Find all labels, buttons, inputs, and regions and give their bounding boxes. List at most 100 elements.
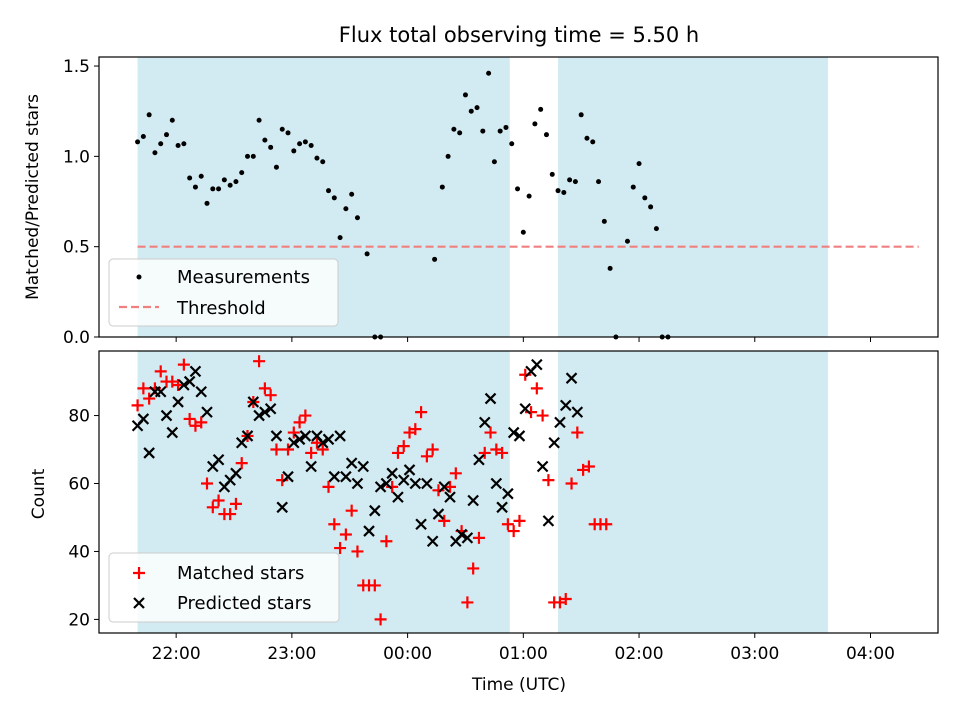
chart-title: Flux total observing time = 5.50 h xyxy=(339,23,699,47)
measurement-point xyxy=(354,215,360,221)
matched-star-point xyxy=(467,562,480,575)
matched-star-point xyxy=(374,613,387,626)
matched-star-point xyxy=(519,368,532,381)
matched-star-point xyxy=(258,382,271,395)
predicted-star-point xyxy=(357,460,370,473)
measurement-point xyxy=(526,193,532,199)
measurement-point xyxy=(245,153,251,159)
matched-star-point xyxy=(478,446,491,459)
predicted-star-point xyxy=(432,508,445,520)
matched-star-point xyxy=(368,579,381,592)
measurement-point xyxy=(343,206,349,212)
matched-star-point xyxy=(253,355,266,368)
y-tick-label: 40 xyxy=(68,542,90,562)
measurement-point xyxy=(515,186,521,192)
matched-star-point xyxy=(282,443,295,456)
bottom-panel-y-ticks: 20 40 60 80 xyxy=(68,407,99,630)
matched-star-point xyxy=(351,545,364,558)
shaded-region xyxy=(558,57,829,337)
measurement-point xyxy=(273,164,279,170)
matched-star-point xyxy=(143,392,156,405)
measurement-point xyxy=(181,141,187,147)
measurement-point xyxy=(457,130,463,136)
matched-star-point xyxy=(536,409,549,422)
matched-star-point xyxy=(276,474,289,487)
matched-star-point xyxy=(380,535,393,548)
matched-star-point xyxy=(391,446,404,459)
predicted-star-point xyxy=(340,470,352,483)
measurement-point xyxy=(221,177,227,183)
predicted-star-point xyxy=(386,467,398,480)
matched-star-point xyxy=(339,528,352,541)
matched-star-point xyxy=(299,409,312,422)
predicted-star-point xyxy=(328,470,341,483)
measurement-point xyxy=(474,105,480,111)
measurement-point xyxy=(648,204,654,210)
matched-star-point xyxy=(571,426,584,439)
predicted-star-point xyxy=(299,430,312,442)
shaded-region xyxy=(558,351,829,633)
predicted-star-point xyxy=(230,467,242,480)
predicted-star-point xyxy=(484,392,497,405)
matched-star-point xyxy=(322,480,335,493)
measurement-point xyxy=(445,153,451,159)
top-legend-box xyxy=(108,258,339,327)
measurement-point xyxy=(503,124,509,130)
matched-star-point xyxy=(270,443,283,456)
predicted-star-point xyxy=(461,532,474,544)
x-tick-label: 23:00 xyxy=(267,644,316,664)
predicted-star-point xyxy=(264,402,277,415)
x-tick-label: 00:00 xyxy=(383,644,432,664)
measurement-point xyxy=(439,184,445,190)
measurement-point xyxy=(308,143,314,149)
predicted-star-point xyxy=(369,504,381,517)
measurement-point xyxy=(331,195,337,201)
matched-star-point xyxy=(409,423,422,436)
predicted-star-point xyxy=(426,535,439,548)
matched-star-point xyxy=(201,477,214,490)
measurement-point xyxy=(468,108,474,114)
predicted-star-point xyxy=(241,430,254,442)
matched-star-point xyxy=(501,518,514,531)
predicted-star-point xyxy=(438,481,451,493)
matched-star-point xyxy=(461,596,474,609)
x-axis-label: Time (UTC) xyxy=(471,675,566,695)
predicted-star-point xyxy=(478,416,491,429)
measurement-point xyxy=(337,235,343,241)
matched-star-point xyxy=(264,389,277,402)
measurement-point xyxy=(567,177,573,183)
matched-star-point xyxy=(438,514,451,527)
measurement-point xyxy=(572,179,578,185)
predicted-star-point xyxy=(467,494,479,507)
measurement-point xyxy=(561,189,567,195)
matched-star-point xyxy=(582,460,595,473)
matched-star-point xyxy=(386,480,399,493)
predicted-star-point xyxy=(178,379,190,391)
predicted-star-point xyxy=(137,413,150,425)
predicted-star-point xyxy=(397,474,410,486)
matched-star-point xyxy=(432,484,445,497)
measurement-point xyxy=(451,126,457,132)
matched-star-point xyxy=(177,358,190,371)
predicted-star-point xyxy=(201,406,213,418)
matched-star-point xyxy=(172,378,185,391)
legend-marker-matched-stars xyxy=(133,567,145,579)
matched-star-point xyxy=(131,399,144,412)
measurement-point xyxy=(596,179,602,185)
predicted-star-point xyxy=(253,409,265,422)
measurement-point xyxy=(549,171,555,177)
predicted-star-point xyxy=(502,487,514,500)
legend-marker-predicted-stars xyxy=(133,597,145,609)
predicted-star-point xyxy=(172,396,184,408)
matched-star-point xyxy=(415,406,428,419)
predicted-star-point xyxy=(305,460,317,473)
measurement-point xyxy=(152,150,158,156)
predicted-star-point xyxy=(316,436,329,449)
predicted-star-point xyxy=(455,528,468,541)
measurement-point xyxy=(486,70,492,76)
bottom-panel-data xyxy=(131,355,613,626)
predicted-star-point xyxy=(351,477,364,490)
matched-star-point xyxy=(293,416,306,429)
predicted-star-point xyxy=(473,453,485,466)
measurement-point xyxy=(326,188,332,194)
